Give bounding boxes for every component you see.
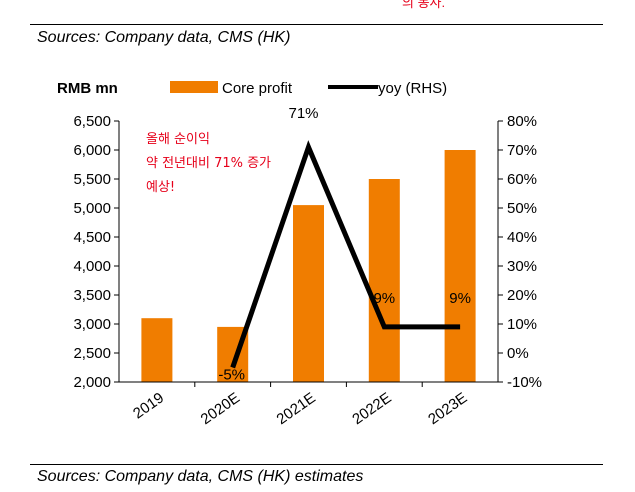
- bar-2019: [141, 318, 173, 382]
- y-tick-label-left: 3,000: [73, 316, 111, 333]
- annotation-line-2: 약 전년대비 71% 증가: [146, 156, 271, 171]
- y-tick-label-right: 70%: [507, 142, 537, 159]
- y-tick-label-right: 10%: [507, 316, 537, 333]
- data-label-2020E: -5%: [218, 367, 245, 384]
- bottom-rule: [30, 464, 603, 465]
- y-tick-label-right: 80%: [507, 113, 537, 130]
- x-tick-label-2019: 2019: [130, 389, 167, 422]
- y-tick-label-left: 4,500: [73, 229, 111, 246]
- bar-2021E: [293, 205, 324, 382]
- y-tick-label-left: 3,500: [73, 287, 111, 304]
- bar-2022E: [368, 179, 400, 382]
- y-tick-label-right: -10%: [507, 374, 542, 391]
- y-tick-label-right: 0%: [507, 345, 529, 362]
- data-label-2021E: 71%: [288, 105, 318, 122]
- source-top: Sources: Company data, CMS (HK): [37, 29, 291, 46]
- header-note: 의 동사.: [402, 0, 446, 10]
- y-tick-label-right: 60%: [507, 171, 537, 188]
- y-tick-label-right: 30%: [507, 258, 537, 275]
- legend-swatch-core-profit: [170, 81, 218, 93]
- data-label-2022E: 9%: [373, 290, 395, 307]
- y-tick-label-right: 20%: [507, 287, 537, 304]
- annotation-line-3: 예상!: [146, 180, 175, 195]
- yoy-line: [230, 140, 461, 369]
- y-tick-label-left: 5,500: [73, 171, 111, 188]
- legend-label-yoy: yoy (RHS): [378, 80, 447, 97]
- bar-2023E: [444, 150, 476, 382]
- legend-label-core-profit: Core profit: [222, 80, 293, 97]
- y-tick-label-left: 2,500: [73, 345, 111, 362]
- data-label-2023E: 9%: [449, 290, 471, 307]
- y-axis-label: RMB mn: [57, 80, 118, 97]
- y-tick-label-left: 6,500: [73, 113, 111, 130]
- x-tick-label-2020E: 2020E: [198, 389, 243, 428]
- y-tick-label-left: 4,000: [73, 258, 111, 275]
- x-tick-label-2021E: 2021E: [274, 389, 319, 428]
- x-tick-label-2023E: 2023E: [425, 389, 470, 428]
- y-tick-label-right: 50%: [507, 200, 537, 217]
- y-tick-label-left: 5,000: [73, 200, 111, 217]
- top-rule: [30, 24, 603, 25]
- y-tick-label-right: 40%: [507, 229, 537, 246]
- x-tick-label-2022E: 2022E: [349, 389, 394, 428]
- source-bottom: Sources: Company data, CMS (HK) estimate…: [37, 468, 364, 485]
- y-tick-label-left: 2,000: [73, 374, 111, 391]
- y-tick-label-left: 6,000: [73, 142, 111, 159]
- annotation-line-1: 올해 순이익: [146, 132, 210, 147]
